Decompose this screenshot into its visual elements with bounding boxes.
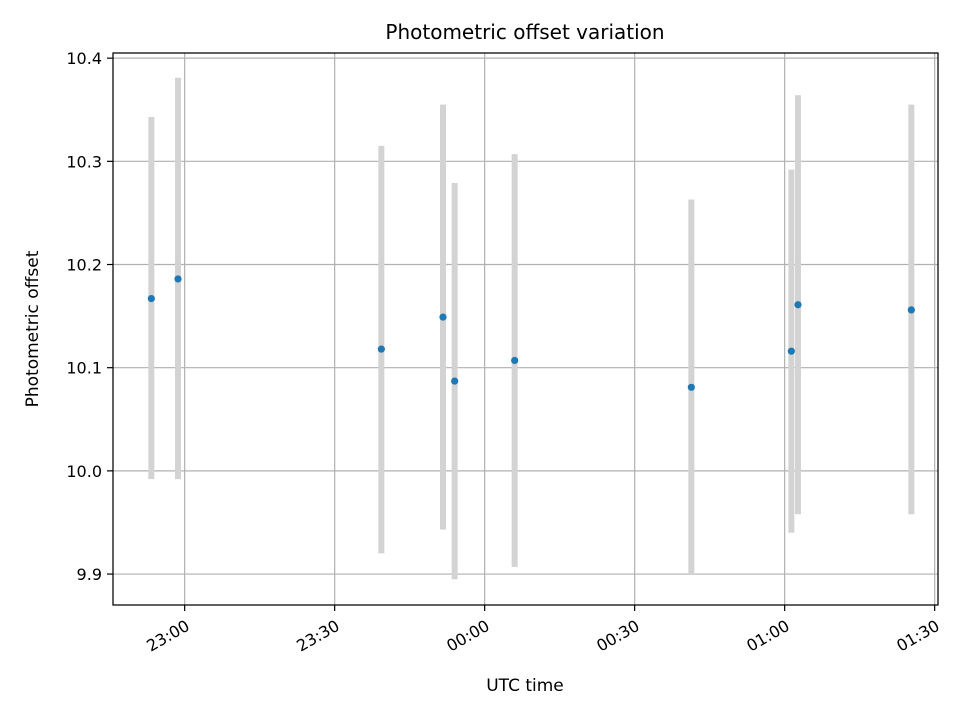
data-point bbox=[511, 356, 519, 365]
data-point bbox=[377, 345, 385, 353]
y-axis-label: Photometric offset bbox=[23, 250, 43, 407]
data-point bbox=[451, 377, 459, 385]
y-tick-label: 10.3 bbox=[66, 152, 102, 171]
data-point bbox=[439, 313, 447, 321]
y-tick-label: 10.0 bbox=[66, 462, 102, 481]
plot-frame bbox=[112, 52, 939, 606]
chart-title: Photometric offset variation bbox=[385, 20, 664, 44]
data-point bbox=[147, 294, 155, 303]
data-point bbox=[787, 347, 795, 355]
y-tick-label: 10.2 bbox=[66, 256, 102, 275]
data-point bbox=[794, 301, 802, 309]
data-point bbox=[174, 275, 182, 283]
y-tick-label: 9.9 bbox=[77, 565, 102, 584]
x-axis-label: UTC time bbox=[486, 676, 564, 696]
y-tick-label: 10.1 bbox=[66, 359, 102, 378]
y-tick-label: 10.4 bbox=[66, 49, 102, 68]
data-point bbox=[687, 383, 695, 391]
data-points bbox=[147, 275, 915, 391]
data-point bbox=[907, 306, 915, 314]
y-axis-ticks: 9.9 10.0 10.1 10.2 10.3 10.4 bbox=[66, 49, 113, 584]
